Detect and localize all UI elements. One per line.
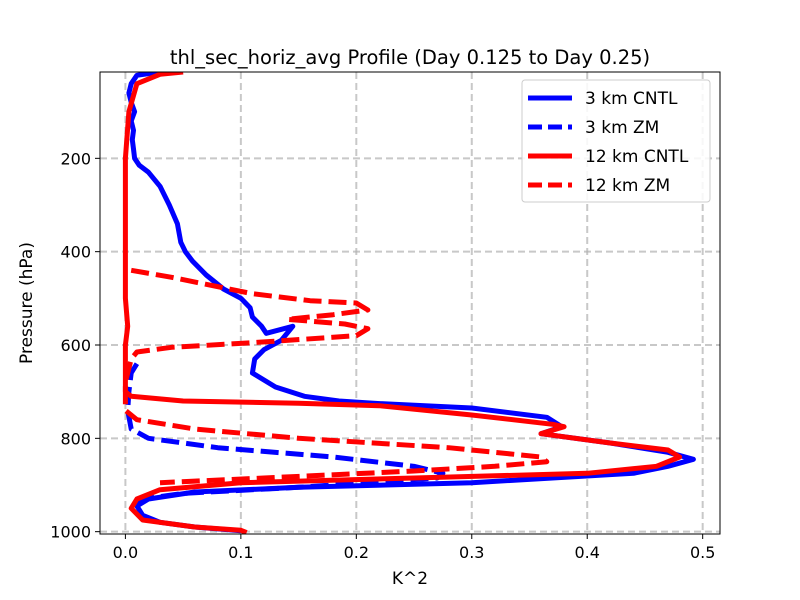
legend-label-0: 3 km CNTL — [585, 89, 678, 109]
y-tick-label: 1000 — [50, 523, 91, 542]
x-tick-label: 0.3 — [459, 543, 484, 562]
plot-frame — [99, 71, 721, 535]
x-tick-label: 0.1 — [228, 543, 253, 562]
x-tick-label: 0.5 — [690, 543, 715, 562]
series-line-0 — [126, 72, 696, 534]
x-tick-label: 0.4 — [574, 543, 599, 562]
series-line-3 — [122, 267, 550, 486]
series-line-1 — [125, 362, 446, 508]
series-layer — [122, 72, 696, 534]
y-tick-label: 400 — [60, 243, 91, 262]
y-axis-label: Pressure (hPa) — [17, 242, 37, 364]
y-axis-ticks: 200 400 600 800 1000 — [50, 149, 100, 542]
x-axis-ticks: 0.0 0.1 0.2 0.3 0.4 0.5 — [113, 534, 715, 562]
legend: 3 km CNTL 3 km ZM 12 km CNTL 12 km ZM — [521, 79, 711, 203]
y-tick-label: 800 — [60, 429, 91, 448]
x-axis-label: K^2 — [392, 569, 428, 589]
legend-label-3: 12 km ZM — [585, 176, 670, 196]
legend-box — [521, 79, 711, 203]
legend-label-2: 12 km CNTL — [585, 147, 689, 167]
series-line-2 — [122, 72, 683, 534]
x-tick-label: 0.0 — [113, 543, 138, 562]
x-tick-label: 0.2 — [344, 543, 369, 562]
y-tick-label: 600 — [60, 336, 91, 355]
y-tick-label: 200 — [60, 149, 91, 168]
legend-label-1: 3 km ZM — [585, 118, 659, 138]
chart-title: thl_sec_horiz_avg Profile (Day 0.125 to … — [170, 46, 650, 69]
